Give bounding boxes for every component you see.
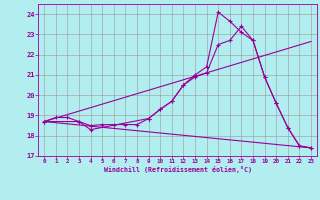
X-axis label: Windchill (Refroidissement éolien,°C): Windchill (Refroidissement éolien,°C) [104, 166, 252, 173]
